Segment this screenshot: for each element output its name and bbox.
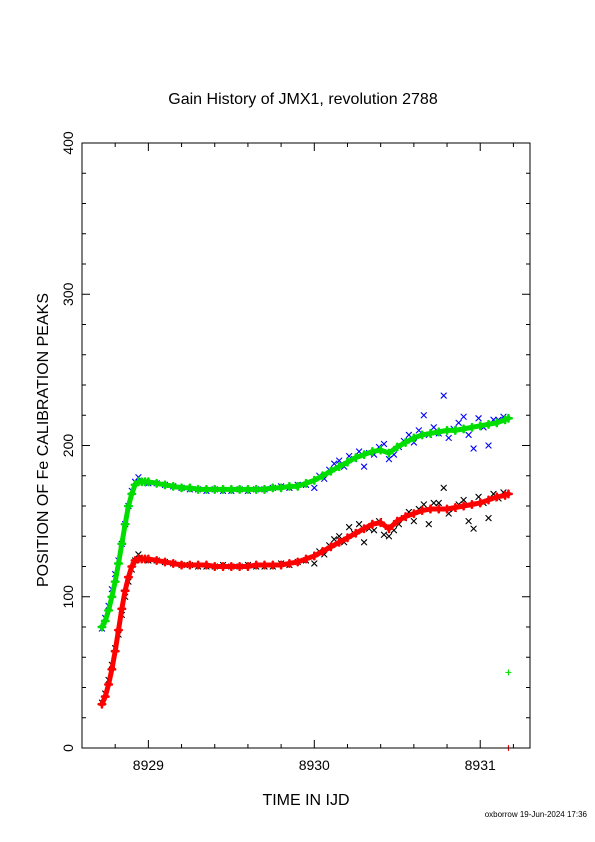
series-3: [97, 489, 513, 709]
data-point: [135, 474, 142, 481]
data-point: [360, 463, 368, 470]
data-point: [445, 434, 452, 442]
data-point: [430, 499, 437, 507]
footer-credit: oxborrow 19-Jun-2024 17:36: [485, 810, 588, 819]
chart-title: Gain History of JMX1, revolution 2788: [168, 91, 438, 108]
y-tick-label: 200: [60, 434, 76, 458]
y-tick-label: 400: [60, 131, 76, 155]
data-point: [475, 415, 482, 422]
series-2: [98, 484, 507, 706]
data-point: [470, 445, 477, 452]
data-point: [460, 413, 467, 420]
data-point: [380, 440, 388, 448]
data-point: [311, 560, 318, 567]
data-point: [385, 533, 393, 540]
y-axis-label: POSITION OF Fe CALIBRATION PEAKS: [35, 293, 52, 587]
y-tick-label: 0: [60, 744, 76, 752]
plot-frame: [81, 142, 531, 749]
data-point: [311, 484, 318, 492]
series-4: [505, 669, 512, 676]
data-point: [505, 669, 512, 676]
data-point: [360, 539, 368, 546]
y-tick-label: 300: [60, 282, 76, 306]
data-point: [455, 419, 462, 426]
data-point: [465, 517, 472, 525]
data-point: [430, 424, 437, 431]
data-point: [410, 517, 418, 525]
data-point: [355, 520, 363, 528]
x-tick-label: 8930: [299, 757, 330, 773]
data-point: [420, 412, 427, 419]
data-point: [336, 533, 343, 540]
data-point: [460, 496, 467, 504]
plot-layer: [97, 392, 513, 752]
data-point: [435, 499, 442, 507]
data-point: [345, 524, 353, 531]
data-point: [135, 551, 142, 558]
data-point: [336, 457, 343, 464]
data-point: [440, 484, 447, 492]
y-tick-label: 100: [60, 585, 76, 609]
data-point: [485, 442, 492, 449]
series-1: [97, 413, 513, 632]
data-point: [385, 455, 393, 463]
data-point: [485, 514, 492, 522]
data-point: [415, 427, 422, 434]
tick-labels: 8929 8930 8931 0 100 200 300 400: [60, 131, 496, 773]
x-axis-label: TIME IN IJD: [262, 792, 349, 809]
x-tick-label: 8929: [133, 757, 164, 773]
series-line: [99, 415, 511, 630]
x-tick-label: 8931: [465, 757, 496, 773]
data-point: [465, 431, 472, 439]
axis-ticks: [81, 142, 530, 749]
data-point: [470, 525, 477, 532]
series-line: [99, 491, 511, 707]
data-point: [425, 520, 432, 528]
data-point: [440, 392, 447, 399]
data-point: [380, 531, 388, 538]
